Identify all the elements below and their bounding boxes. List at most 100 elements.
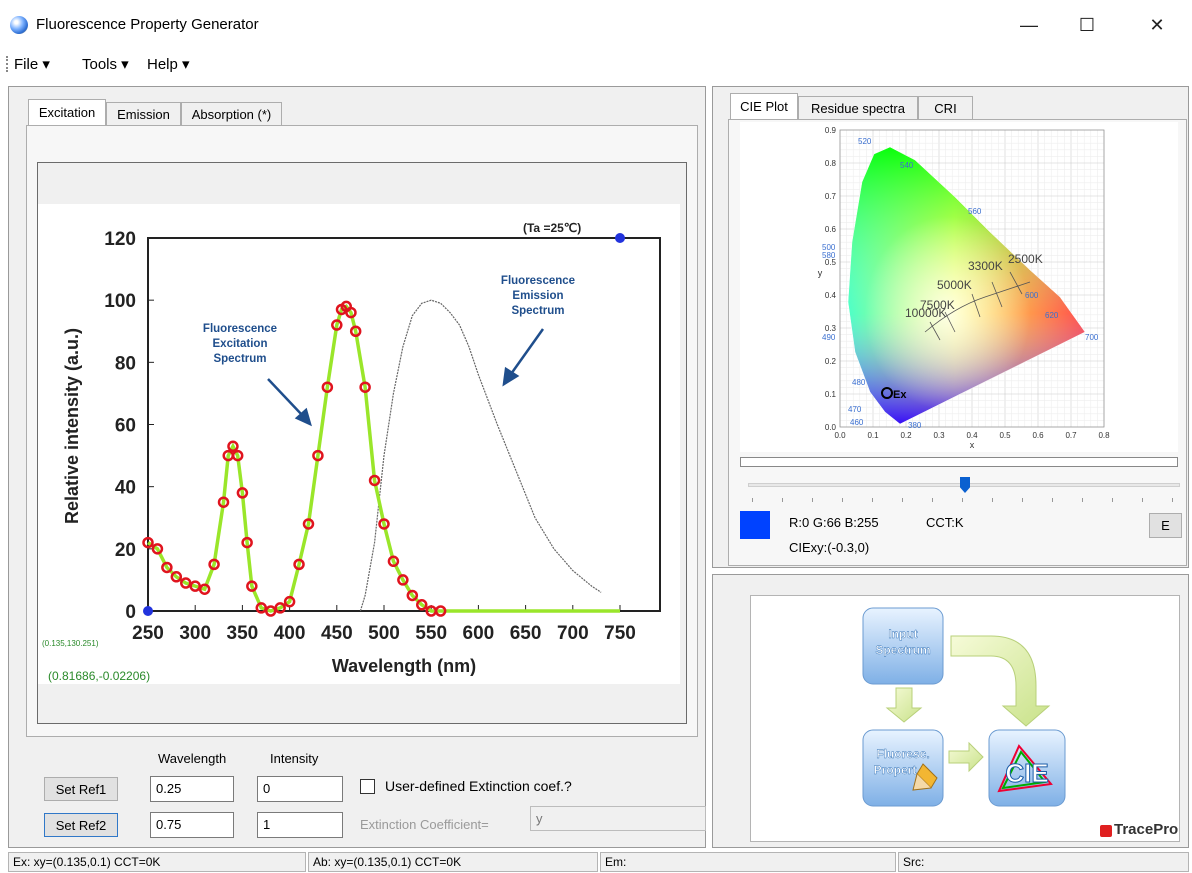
- excitation-annotation-line1: Fluorescence: [203, 323, 277, 335]
- cct-2500k: 2500K: [1008, 252, 1043, 266]
- emission-series-line: [359, 299, 602, 612]
- input-label-2: Spectrum: [875, 643, 930, 657]
- wavelength-label-460: 460: [850, 418, 864, 427]
- tab-excitation[interactable]: Excitation: [28, 99, 106, 125]
- cie-box-label: CIE: [1005, 758, 1048, 788]
- cie-frame: [839, 129, 1105, 428]
- slider-thumb[interactable]: [960, 477, 970, 493]
- excitation-point-14: [246, 580, 258, 592]
- x-tick-label-1: 300: [179, 623, 211, 644]
- excitation-point-34: [416, 599, 428, 611]
- excitation-point-6: [198, 583, 211, 595]
- excitation-point-30: [378, 518, 390, 530]
- excitation-point-17: [274, 602, 286, 614]
- ref2-wavelength-input[interactable]: 0.75: [150, 812, 234, 838]
- tab-cie-plot[interactable]: CIE Plot: [730, 93, 798, 119]
- slider-tick: [872, 498, 873, 502]
- maximize-button[interactable]: ☐: [1078, 14, 1096, 35]
- wavelength-label-490: 490: [822, 333, 836, 342]
- x-tick-label-5: 500: [368, 623, 400, 644]
- wavelength-label-560: 560: [968, 207, 982, 216]
- excitation-point-8: [217, 496, 230, 508]
- x-axis-label: Wavelength (nm): [332, 656, 476, 676]
- x-tick-label-4: 450: [321, 623, 353, 644]
- slider-tick: [932, 498, 933, 502]
- wavelength-label-620: 620: [1045, 311, 1059, 320]
- extinction-input[interactable]: y: [530, 806, 706, 831]
- slider-tick: [842, 498, 843, 502]
- tab-absorption[interactable]: Absorption (*): [181, 102, 282, 126]
- excitation-point-15: [255, 602, 268, 614]
- cie-x-tick-6: 0.6: [1032, 431, 1044, 440]
- cie-x-tick-0: 0.0: [834, 431, 846, 440]
- cie-x-tick-2: 0.2: [900, 431, 912, 440]
- cie-y-tick-2: 0.2: [825, 357, 837, 366]
- excitation-point-18: [283, 595, 296, 608]
- cie-x-tick-3: 0.3: [933, 431, 945, 440]
- x-tick-label-6: 550: [415, 623, 447, 644]
- tab-cri[interactable]: CRI: [918, 96, 973, 120]
- x-tick-label-2: 350: [227, 623, 259, 644]
- ref2-intensity-input[interactable]: 1: [257, 812, 343, 838]
- status-ab: Ab: xy=(0.135,0.1) CCT=0K: [308, 852, 598, 872]
- cie-y-tick-8: 0.8: [825, 159, 837, 168]
- minimize-button[interactable]: —: [1020, 14, 1038, 35]
- x-tick-label-9: 700: [557, 623, 589, 644]
- spectral-locus: [847, 146, 1086, 425]
- cie-x-tick-1: 0.1: [867, 431, 879, 440]
- menu-help[interactable]: Help ▾: [147, 56, 190, 73]
- wavelength-label-580: 580: [822, 251, 836, 260]
- excitation-annotation-line3: Spectrum: [213, 353, 266, 365]
- emission-annotation-line2: Emission: [512, 290, 563, 302]
- slider-tick: [1112, 498, 1113, 502]
- slider-tick: [1172, 498, 1173, 502]
- cct-7500k: 7500K: [920, 298, 955, 312]
- cie-y-tick-5: 0.5: [825, 258, 837, 267]
- wavelength-label-380: 380: [908, 421, 922, 430]
- tab-emission[interactable]: Emission: [106, 102, 181, 126]
- ref1-wavelength-input[interactable]: 0.25: [150, 776, 234, 802]
- excitation-graph[interactable]: 0 20 40 60 80 100 120 250 300 350 400 450 500 550 600…: [38, 204, 680, 684]
- cie-y-tick-6: 0.6: [825, 225, 837, 234]
- cie-y-tick-4: 0.4: [825, 291, 837, 300]
- excitation-point-20: [302, 518, 315, 530]
- tab-residue-spectra[interactable]: Residue spectra: [798, 96, 918, 120]
- menu-bar: [0, 50, 1192, 78]
- slider-tick: [752, 498, 753, 502]
- cct-3300k: 3300K: [968, 259, 1003, 273]
- status-em: Em:: [600, 852, 896, 872]
- y-tick-label-2: 40: [115, 478, 136, 499]
- set-ref1-button[interactable]: Set Ref1: [44, 777, 118, 801]
- excitation-point-11: [231, 449, 244, 462]
- excitation-point-19: [293, 558, 305, 571]
- status-ex: Ex: xy=(0.135,0.1) CCT=0K: [8, 852, 306, 872]
- rgb-text: R:0 G:66 B:255: [789, 515, 879, 530]
- user-defined-checkbox[interactable]: [360, 779, 375, 794]
- title-bar: [0, 0, 1192, 50]
- e-button[interactable]: E: [1149, 513, 1182, 538]
- cie-y-label: y: [818, 268, 823, 278]
- pencil-icon: [912, 763, 938, 791]
- set-ref2-button[interactable]: Set Ref2: [44, 813, 118, 837]
- arrow-input-to-cie: [950, 635, 1051, 727]
- wavelength-header: Wavelength: [158, 751, 227, 766]
- planckian-locus: [924, 271, 1031, 341]
- slider-tick: [902, 498, 903, 502]
- emission-arrow-line: [509, 328, 545, 375]
- excitation-point-32: [397, 574, 409, 586]
- cie-chart[interactable]: 0.0 0.1 0.2 0.3 0.4 0.5 0.6 0.7 0.8 0.0 0.1 0.2 0.3 0…: [740, 122, 1178, 452]
- excitation-point-1: [151, 543, 164, 555]
- tracepro-logo-icon: [1100, 825, 1112, 837]
- menu-tools[interactable]: Tools ▾: [82, 56, 129, 73]
- x-tick-label-3: 400: [274, 623, 306, 644]
- close-button[interactable]: ✕: [1149, 14, 1165, 35]
- ref1-intensity-input[interactable]: 0: [257, 776, 343, 802]
- wavelength-label-700: 700: [1085, 333, 1099, 342]
- excitation-point-26: [345, 306, 357, 319]
- slider-tick: [1052, 498, 1053, 502]
- window-title: Fluorescence Property Generator: [36, 16, 259, 33]
- cie-x-tick-8: 0.8: [1098, 431, 1110, 440]
- x-tick-label-10: 750: [604, 623, 636, 644]
- status-src: Src:: [898, 852, 1189, 872]
- menu-file[interactable]: File ▾: [14, 56, 50, 73]
